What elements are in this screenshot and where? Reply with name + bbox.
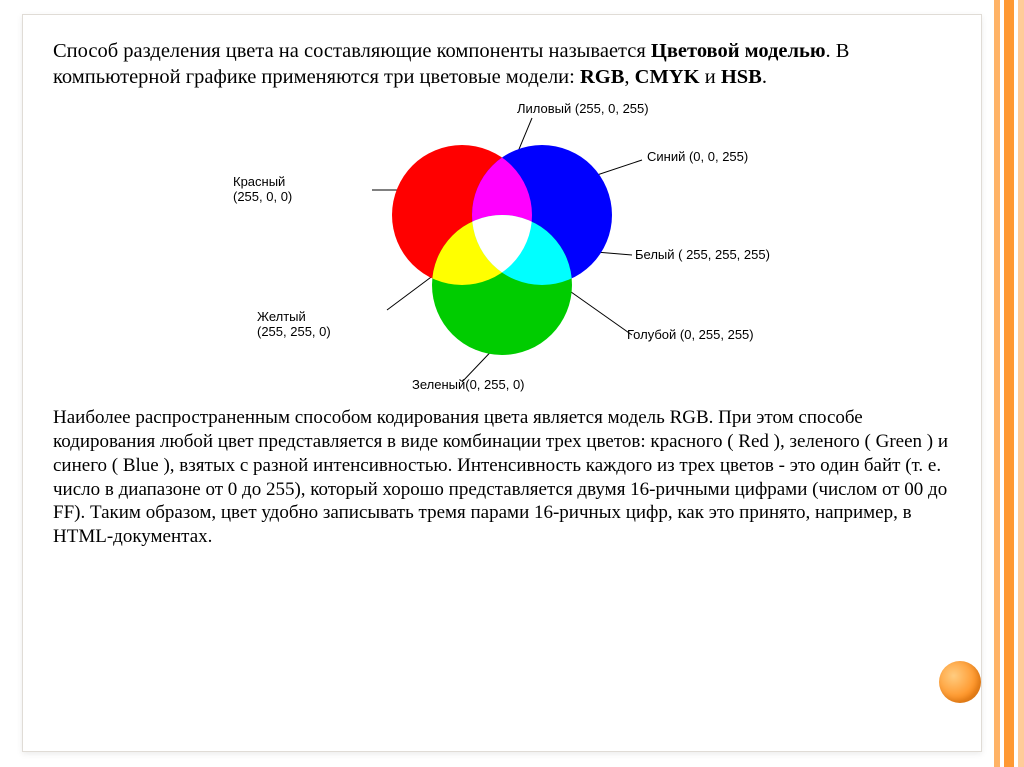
intro-paragraph: Способ разделения цвета на составляющие … [53, 39, 951, 90]
label-red-2: (255, 0, 0) [233, 190, 292, 204]
label-red-1: Красный [233, 175, 285, 189]
term-color-model: Цветовой моделью [651, 40, 826, 62]
slide-content: Способ разделения цвета на составляющие … [22, 14, 982, 752]
label-yellow-2: (255, 255, 0) [257, 325, 331, 339]
label-blue: Синий (0, 0, 255) [647, 150, 748, 164]
term-hsb: HSB [721, 66, 762, 88]
decorative-stripes [994, 0, 1024, 767]
text: и [700, 66, 721, 88]
decorative-sphere-icon [939, 661, 981, 703]
text: , [624, 66, 634, 88]
stripe [1004, 0, 1014, 767]
term-rgb: RGB [580, 66, 624, 88]
venn-svg [332, 100, 672, 400]
stripe [1018, 0, 1024, 767]
text: . [762, 66, 767, 88]
label-white: Белый ( 255, 255, 255) [635, 248, 770, 262]
label-lilac: Лиловый (255, 0, 255) [517, 102, 649, 116]
body-paragraph: Наиболее распространенным способом кодир… [53, 406, 951, 549]
label-yellow-1: Желтый [257, 310, 306, 324]
text: Способ разделения цвета на составляющие … [53, 40, 651, 62]
venn-diagram: Лиловый (255, 0, 255) Синий (0, 0, 255) … [227, 100, 777, 400]
term-cmyk: CMYK [635, 66, 700, 88]
label-cyan: Голубой (0, 255, 255) [627, 328, 754, 342]
label-green: Зеленый(0, 255, 0) [412, 378, 525, 392]
